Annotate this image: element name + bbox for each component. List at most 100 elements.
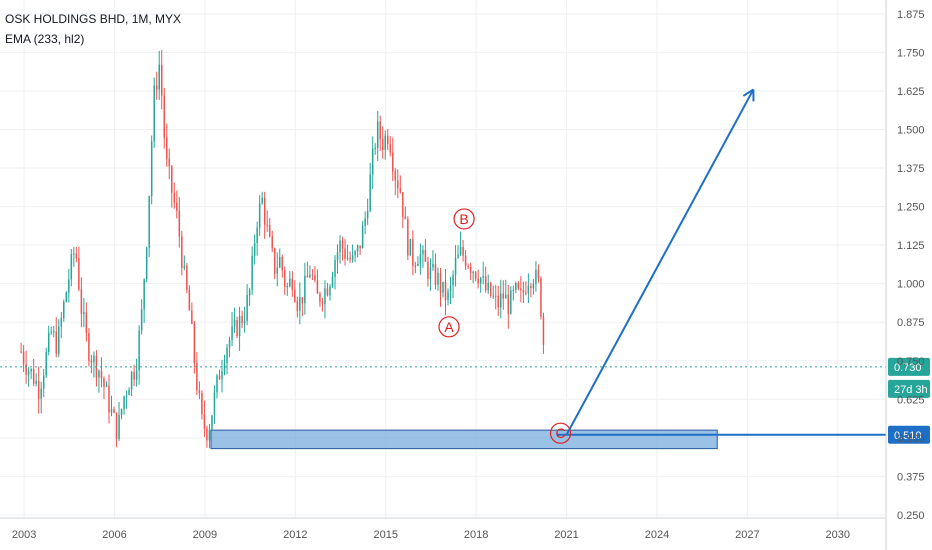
- x-tick-label: 2009: [193, 529, 217, 541]
- candle-body: [32, 369, 35, 384]
- candle-body: [364, 218, 366, 226]
- y-tick-label: 0.625: [897, 394, 925, 406]
- x-tick-label: 2003: [12, 529, 36, 541]
- candle-body: [145, 247, 148, 280]
- candle-body: [417, 263, 419, 266]
- y-tick-label: 1.375: [897, 163, 925, 175]
- candle-body: [349, 257, 351, 260]
- candle-body: [296, 301, 299, 311]
- y-tick-label: 1.625: [897, 86, 925, 98]
- candle-body: [512, 289, 515, 291]
- candle-body: [108, 385, 110, 413]
- candle-body: [52, 331, 55, 333]
- candle-body: [321, 301, 324, 304]
- candle-body: [25, 364, 27, 375]
- candle-body: [281, 256, 284, 271]
- candle-body: [80, 289, 83, 314]
- candle-body: [173, 192, 176, 203]
- candle-body: [266, 224, 268, 226]
- candle-body: [427, 261, 429, 279]
- candle-body: [273, 248, 276, 274]
- candle-body: [27, 371, 30, 375]
- candle-body: [286, 286, 289, 288]
- candle-body: [422, 249, 424, 255]
- candle-body: [125, 395, 128, 397]
- candle-body: [236, 319, 238, 337]
- candle-body: [55, 331, 58, 354]
- candle-body: [502, 293, 505, 299]
- candle-body: [351, 255, 354, 260]
- candle-body: [402, 192, 404, 217]
- candle-body: [70, 253, 73, 280]
- candle-body: [432, 263, 434, 268]
- candle-body: [404, 216, 407, 220]
- candle-body: [268, 224, 271, 237]
- candle-body: [515, 283, 517, 290]
- candle-body: [532, 283, 535, 288]
- candle-body: [193, 323, 196, 364]
- candle-body: [103, 378, 105, 387]
- y-tick-label: 1.125: [897, 240, 925, 252]
- x-tick-label: 2015: [373, 529, 397, 541]
- candle-body: [316, 280, 319, 294]
- candle-body: [248, 289, 251, 296]
- candle-body: [507, 294, 510, 314]
- countdown-tag: 27d 3h: [894, 384, 928, 396]
- candle-body: [30, 369, 32, 372]
- candle-body: [329, 286, 331, 296]
- candle-body: [98, 370, 100, 378]
- candle-body: [60, 318, 63, 327]
- candle-body: [374, 147, 376, 149]
- candle-body: [133, 372, 135, 380]
- candle-body: [83, 312, 85, 314]
- candle-body: [442, 281, 444, 293]
- candle-body: [489, 282, 492, 296]
- y-tick-label: 1.875: [897, 9, 925, 21]
- candle-body: [42, 375, 45, 389]
- candle-body: [130, 372, 133, 390]
- x-tick-label: 2021: [554, 529, 578, 541]
- candle-body: [115, 412, 118, 439]
- candle-body: [381, 138, 384, 150]
- candle-body: [294, 289, 296, 302]
- wave-labels: A B C: [438, 208, 572, 444]
- candle-body: [243, 320, 246, 324]
- candle-body: [216, 375, 218, 393]
- y-tick-label: 0.750: [897, 356, 925, 368]
- candle-body: [100, 370, 103, 379]
- chart-title: OSK HOLDINGS BHD, 1M, MYX: [5, 12, 182, 26]
- candle-body: [241, 315, 243, 324]
- candle-body: [376, 121, 379, 148]
- candle-body: [75, 253, 78, 259]
- y-tick-label: 1.000: [897, 279, 925, 291]
- candle-body: [160, 64, 163, 96]
- candle-body: [223, 363, 226, 371]
- candle-body: [113, 409, 115, 413]
- candle-body: [226, 347, 228, 364]
- candle-body: [412, 238, 414, 266]
- candle-body: [231, 326, 233, 341]
- candle-body: [482, 276, 484, 279]
- candle-body: [384, 135, 386, 150]
- candle-body: [78, 258, 80, 290]
- candle-body: [392, 152, 394, 172]
- y-tick-label: 0.250: [897, 510, 925, 522]
- candle-body: [454, 257, 457, 275]
- candle-body: [63, 301, 65, 319]
- last-price-tag: 0.730: [894, 362, 922, 374]
- wave-label-circle: [438, 316, 460, 338]
- candle-body: [447, 291, 449, 301]
- forecast-line: [565, 88, 755, 436]
- candle-body: [186, 265, 188, 291]
- candle-body: [336, 252, 339, 260]
- candle-body: [389, 144, 392, 153]
- candle-body: [479, 278, 482, 284]
- candle-body: [341, 240, 344, 249]
- candle-body: [484, 276, 487, 291]
- candle-body: [238, 315, 241, 337]
- candle-body: [289, 278, 291, 287]
- candle-body: [492, 295, 494, 297]
- candle-body: [196, 363, 198, 391]
